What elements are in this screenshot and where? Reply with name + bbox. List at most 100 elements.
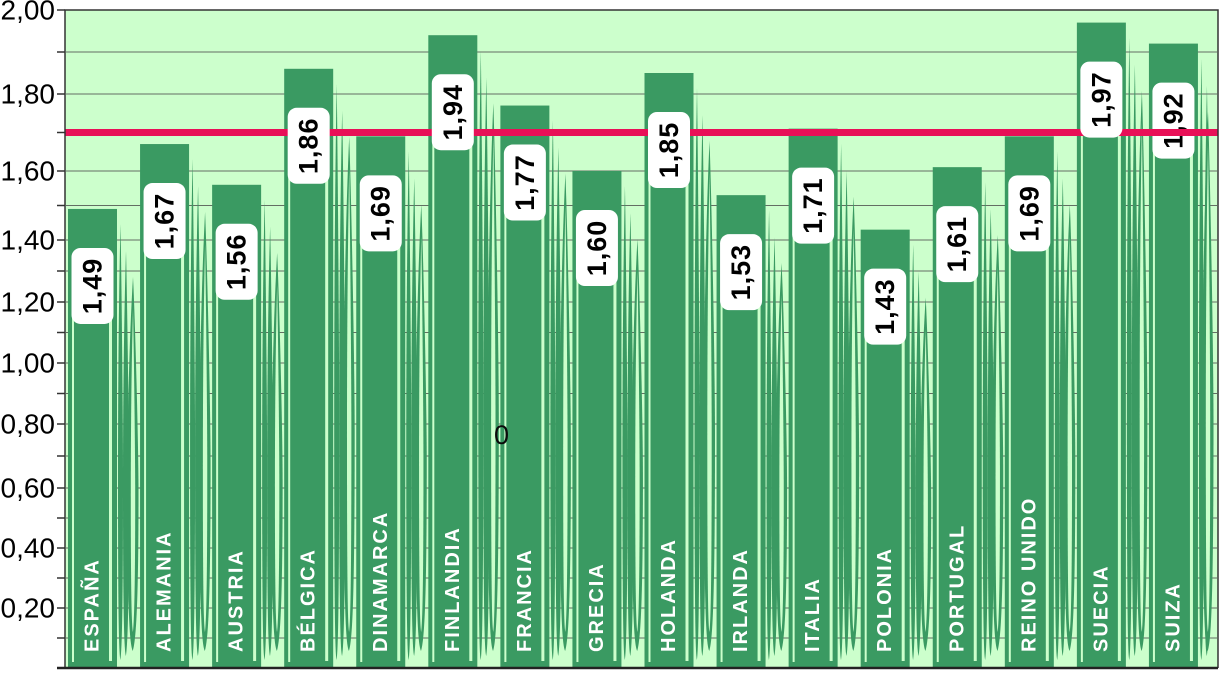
y-axis-label: 2,00 [1, 0, 56, 26]
country-label: BÉLGICA [297, 548, 320, 652]
nozzle-leaf [1131, 64, 1138, 657]
nozzle-leaf [843, 170, 850, 656]
y-axis-label: 0,60 [1, 473, 56, 504]
value-label: 1,43 [870, 278, 900, 335]
bar-slit [936, 257, 939, 662]
value-label-box [71, 247, 114, 324]
y-axis-label: 0,80 [1, 409, 56, 440]
nozzle-leaf-slit [923, 329, 928, 632]
country-label: FINLANDIA [442, 526, 464, 652]
country-label: POLONIA [874, 547, 896, 652]
nozzle-leaf-slit [563, 205, 568, 633]
bar-slit [469, 85, 473, 661]
value-label-box [792, 167, 835, 244]
nozzle-leaf [483, 77, 490, 656]
value-label: 1,86 [294, 118, 324, 175]
country-label: GRECIA [586, 562, 608, 652]
value-label-box [936, 206, 979, 283]
nozzle-leaf-slit [346, 168, 352, 633]
bar-slit [901, 279, 905, 661]
nozzle-leaf [1126, 37, 1132, 661]
bar-slit [541, 155, 545, 662]
value-label: 1,77 [510, 154, 540, 211]
nozzle-leaf [262, 199, 268, 661]
nozzle-leaf [1198, 58, 1204, 661]
nozzle-leaf-slit [202, 244, 208, 633]
bar-slit [685, 123, 689, 661]
nozzle-leaf [190, 159, 196, 661]
bar-slit [360, 226, 363, 662]
bar-slit [648, 163, 651, 662]
nozzle-leaf [550, 120, 556, 661]
bar-slit [1008, 226, 1011, 662]
value-label: 1,56 [222, 234, 252, 291]
nozzle-leaf-slit [995, 267, 1000, 632]
nozzle-leaf [982, 182, 988, 660]
nozzle-leaf [118, 223, 123, 660]
nozzle-leaf [699, 115, 706, 656]
nozzle-leaf [766, 210, 772, 660]
nozzle-leaf-slit [1205, 143, 1211, 632]
bar-slit [144, 234, 147, 663]
bar-slit [432, 125, 435, 662]
nozzle-leaf [987, 209, 994, 656]
bar-slit [576, 261, 579, 662]
country-label: DINAMARCA [370, 511, 392, 652]
bar-slit [181, 194, 185, 662]
value-label: 1,53 [726, 244, 756, 301]
bar-slit [72, 298, 74, 662]
nozzle-leaf [915, 271, 922, 656]
country-label: REINO UNIDO [1018, 497, 1040, 652]
nozzle-leaf [910, 244, 916, 660]
bar-slit [216, 274, 219, 662]
y-axis-label: 1,60 [1, 156, 56, 187]
value-label: 1,69 [1014, 185, 1044, 242]
value-label: 1,67 [150, 193, 180, 250]
nozzle-leaf [339, 110, 346, 657]
bar-slit [109, 258, 112, 661]
nozzle-leaf-slit [1139, 122, 1145, 632]
value-label: 1,97 [1086, 71, 1116, 128]
nozzle-leaf-slit [491, 135, 496, 632]
value-label-box [864, 268, 907, 345]
value-label-box [143, 183, 186, 260]
nozzle-leaf-slit [130, 308, 136, 632]
value-label: 1,60 [582, 220, 612, 277]
country-label: ALEMANIA [154, 530, 176, 652]
value-label: 1,92 [1158, 92, 1188, 149]
bar-slit [829, 178, 833, 661]
y-axis-label: 0,40 [1, 533, 56, 564]
nozzle-leaf [267, 226, 274, 657]
bar-slit [792, 218, 795, 662]
value-label-box [359, 175, 402, 252]
y-axis-label: 1,80 [1, 79, 56, 110]
value-label: 1,94 [438, 84, 468, 141]
value-label: 1,85 [654, 122, 684, 179]
value-label: 1,49 [78, 258, 108, 315]
bar-slit [1117, 72, 1121, 662]
bar-slit [253, 234, 257, 662]
nozzle-leaf [123, 250, 129, 656]
value-label-box [431, 74, 474, 151]
nozzle-leaf [771, 237, 778, 656]
value-label: 1,69 [366, 185, 396, 242]
y-axis-label: 1,20 [1, 287, 56, 318]
country-label: HOLANDA [658, 538, 680, 652]
bar-slit [720, 285, 723, 662]
nozzle-leaf-slit [635, 271, 640, 632]
country-label: PORTUGAL [946, 524, 968, 652]
nozzle-leaf [334, 83, 340, 661]
bar-slit [973, 217, 977, 661]
nozzle-leaf [838, 143, 844, 660]
bar-slit [288, 158, 291, 663]
country-label: ESPAÑA [81, 558, 104, 652]
y-axis-label: 1,40 [1, 225, 56, 256]
country-label: IRLANDA [730, 548, 752, 652]
nozzle-leaf [411, 178, 418, 656]
value-label: 1,71 [798, 177, 828, 234]
value-label-box [1152, 82, 1195, 159]
value-label-box [1008, 175, 1051, 252]
bar-slit [504, 195, 507, 663]
bar-slit [1045, 186, 1049, 661]
